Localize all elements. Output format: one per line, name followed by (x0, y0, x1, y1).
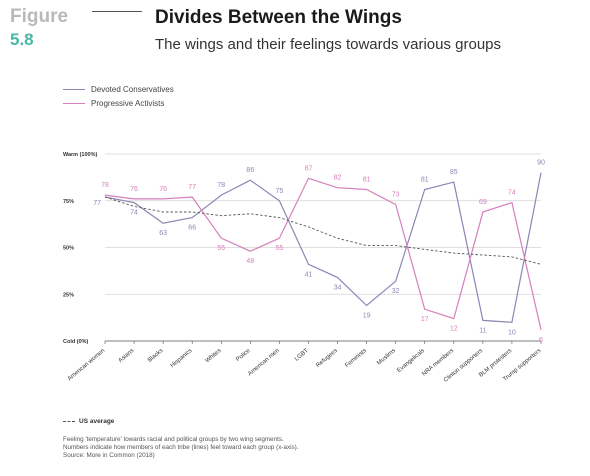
series-line-0 (104, 172, 542, 323)
x-tick-label: American men (247, 348, 280, 377)
footer-source: Source: More in Common (2018) (63, 452, 155, 459)
data-label: 66 (188, 225, 196, 232)
data-label: 77 (93, 200, 101, 207)
data-label: 74 (130, 210, 138, 217)
x-tick-label: Whites (205, 348, 223, 364)
data-label: 86 (246, 167, 254, 174)
legend-item-us-average: US average (63, 418, 114, 425)
figure-label: Figure (10, 6, 69, 27)
legend-swatch-progressives (63, 102, 85, 104)
data-label: 85 (450, 169, 458, 176)
data-label: 55 (217, 245, 225, 252)
legend-label-progressives: Progressive Activists (91, 98, 165, 108)
legend-label-conservatives: Devoted Conservatives (91, 84, 174, 94)
data-label: 87 (305, 165, 313, 172)
x-tick-label: LGBT (294, 348, 310, 363)
footer-note-2: Numbers indicate how members of each tri… (63, 444, 299, 451)
data-label: 76 (130, 186, 138, 193)
legend: Devoted Conservatives Progressive Activi… (63, 82, 174, 110)
y-tick-label: 75% (63, 199, 74, 205)
legend-item-conservatives: Devoted Conservatives (63, 82, 174, 96)
data-label: 76 (159, 186, 167, 193)
data-label: 63 (159, 230, 167, 237)
y-tick-label: 50% (63, 246, 74, 252)
data-label: 74 (508, 190, 516, 197)
chart-subtitle: The wings and their feelings towards var… (155, 36, 502, 53)
data-label: 48 (246, 258, 254, 265)
data-label: 81 (421, 177, 429, 184)
x-tick-label: Police (235, 348, 252, 364)
y-tick-label: Warm (100%) (63, 152, 98, 158)
series-line-1 (104, 177, 542, 330)
data-label: 34 (334, 284, 342, 291)
data-label: 41 (305, 271, 313, 278)
data-label: 6 (539, 337, 543, 344)
legend-swatch-us-average (63, 421, 75, 422)
data-label: 75 (276, 188, 284, 195)
x-tick-label: Asians (118, 348, 136, 364)
data-label: 10 (508, 329, 516, 336)
data-label: 55 (276, 245, 284, 252)
x-tick-label: Hispanics (170, 348, 194, 369)
footer-note-1: Feeling 'temperature' towards racial and… (63, 436, 284, 443)
data-label: 19 (363, 312, 371, 319)
data-label: 32 (392, 288, 400, 295)
data-label: 78 (217, 182, 225, 189)
x-tick-label: Muslims (376, 348, 397, 367)
x-tick-label: Feminists (344, 348, 368, 369)
header-rule (92, 11, 142, 12)
x-tick-label: Refugees (315, 348, 339, 369)
x-tick-label: Evangelicals (396, 348, 426, 374)
legend-label-us-average: US average (79, 418, 115, 425)
y-tick-label: 25% (63, 292, 74, 298)
data-label: 17 (421, 316, 429, 323)
y-tick-label: Cold (0%) (63, 339, 89, 345)
data-label: 69 (479, 199, 487, 206)
legend-item-progressives: Progressive Activists (63, 96, 174, 110)
chart-title: Divides Between the Wings (155, 7, 402, 28)
series-line-2 (104, 196, 542, 265)
data-label: 78 (101, 182, 109, 189)
data-label: 12 (450, 326, 458, 333)
data-label: 77 (188, 184, 196, 191)
data-label: 82 (334, 175, 342, 182)
chart-footer: Feeling 'temperature' towards racial and… (63, 436, 299, 460)
legend-swatch-conservatives (63, 88, 85, 90)
data-label: 81 (363, 177, 371, 184)
data-label: 73 (392, 191, 400, 198)
data-label: 90 (537, 160, 545, 167)
figure-number: 5.8 (10, 30, 34, 49)
x-tick-label: Blacks (147, 348, 164, 364)
x-tick-label: American women (67, 348, 106, 382)
data-label: 11 (479, 327, 486, 334)
